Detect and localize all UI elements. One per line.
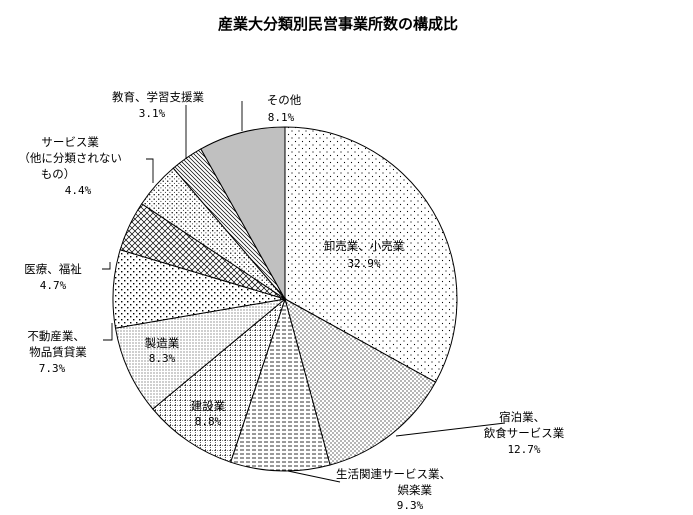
slice-label-2: 生活関連サービス業、 娯楽業 — [336, 467, 455, 497]
slice-value-1: 12.7% — [507, 443, 540, 456]
pie-slice-2 — [229, 297, 331, 472]
slice-label-1: 宿泊業、 飲食サービス業 — [484, 410, 565, 440]
slice-label-3: 建設業 — [191, 399, 226, 413]
slice-value-4: 8.3% — [149, 352, 176, 365]
pie-slice-3 — [152, 297, 287, 463]
slice-value-3: 8.8% — [195, 415, 222, 428]
slice-label-7: サービス業 （他に分類されない もの） — [18, 135, 125, 181]
slice-value-5: 7.3% — [39, 362, 66, 375]
slice-value-0: 32.9% — [347, 257, 380, 270]
slice-value-2: 9.3% — [397, 499, 424, 512]
leader-line-5 — [103, 323, 113, 341]
slice-label-9: その他 — [267, 93, 302, 107]
chart-title: 産業大分類別民営事業所数の構成比 — [218, 15, 458, 33]
slice-label-6: 医療、福祉 — [24, 262, 82, 276]
leader-line-7 — [146, 158, 154, 183]
pie-slice-9 — [200, 126, 286, 301]
leader-line-6 — [102, 262, 111, 270]
pie-slices — [112, 126, 458, 472]
pie-slice-4 — [114, 298, 287, 410]
slice-value-8: 3.1% — [139, 107, 166, 120]
slice-value-7: 4.4% — [65, 184, 92, 197]
slice-label-0: 卸売業、小売業 — [324, 239, 405, 253]
leader-line-2 — [287, 470, 341, 483]
leader-line-1 — [395, 422, 506, 437]
slice-label-4: 製造業 — [145, 336, 180, 350]
pie-slice-0 — [284, 126, 458, 383]
leader-lines — [102, 101, 506, 483]
pie-slice-1 — [284, 297, 437, 466]
slice-value-6: 4.7% — [40, 279, 67, 292]
slice-label-5: 不動産業、 物品賃貸業 — [27, 329, 88, 359]
slice-label-8: 教育、学習支援業 — [112, 90, 204, 104]
slice-value-9: 8.1% — [268, 111, 295, 124]
slice-labels: 卸売業、小売業 32.9% 宿泊業、 飲食サービス業 12.7% 生活関連サービ… — [18, 90, 564, 512]
